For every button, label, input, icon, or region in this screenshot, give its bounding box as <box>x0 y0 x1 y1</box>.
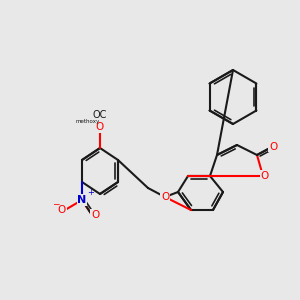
Text: −: − <box>52 200 60 208</box>
Text: O: O <box>269 142 277 152</box>
Text: O: O <box>58 205 66 215</box>
Text: N: N <box>77 195 87 205</box>
Text: O: O <box>161 192 169 202</box>
Text: O: O <box>91 210 99 220</box>
Text: +: + <box>88 188 94 197</box>
Text: O: O <box>96 122 104 132</box>
Text: O: O <box>260 171 268 181</box>
Text: OC: OC <box>93 110 107 120</box>
Text: methoxy: methoxy <box>76 118 100 124</box>
